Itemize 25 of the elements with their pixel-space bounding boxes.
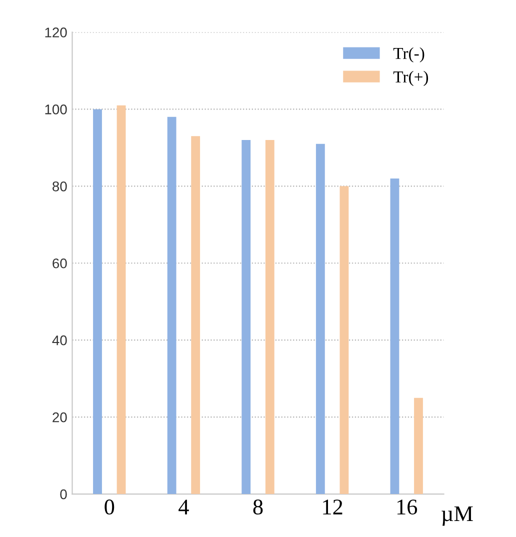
legend-label: Tr(+) [393, 70, 428, 86]
y-tick-label: 20 [52, 412, 67, 422]
y-tick-label: 100 [45, 104, 67, 114]
bar [191, 136, 200, 494]
x-tick-label: 8 [253, 500, 263, 515]
bar [316, 144, 325, 494]
x-tick-label: 16 [397, 500, 418, 515]
bar [167, 116, 176, 494]
y-tick-label: 120 [45, 28, 67, 38]
x-tick-label: 4 [178, 500, 189, 514]
bar [242, 140, 251, 494]
bar [390, 178, 400, 494]
x-tick-label: 12 [323, 500, 342, 514]
y-tick-label: 80 [52, 181, 67, 192]
bar [414, 398, 423, 494]
y-tick-label: 60 [52, 258, 67, 268]
legend-label: Tr(-) [393, 47, 424, 62]
y-tick-label: 40 [52, 335, 67, 346]
bar [265, 140, 274, 494]
x-axis-title: µM [442, 506, 473, 526]
x-tick-label: 0 [104, 500, 114, 515]
y-tick-label: 0 [60, 489, 67, 500]
bar [93, 109, 102, 494]
bar [116, 105, 126, 494]
bar [340, 186, 349, 494]
